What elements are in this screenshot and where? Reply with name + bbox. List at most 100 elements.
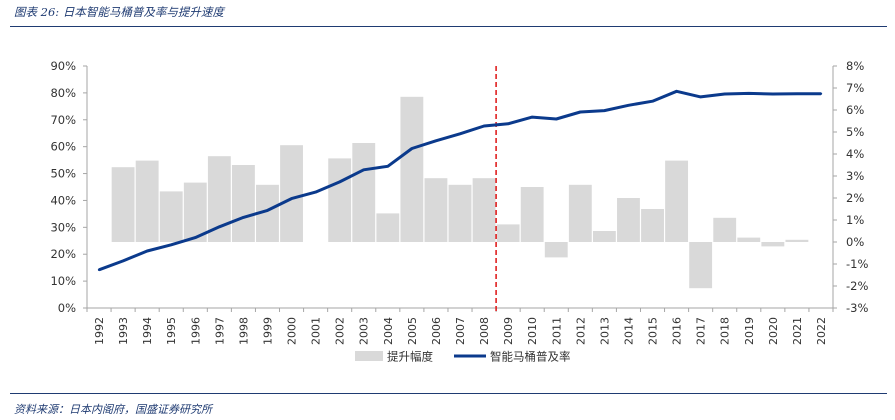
left-tick-label: 10% [50,274,76,288]
bar-2012 [568,184,592,242]
line-point-2002 [338,180,341,184]
source-rule [10,393,887,394]
left-tick-label: 70% [50,113,76,127]
x-tick-label-2010: 2010 [526,317,539,345]
right-tick-label: 1% [846,213,864,227]
line-point-1994 [145,249,149,253]
x-tick-label-2007: 2007 [454,317,467,345]
bar-1996 [183,182,207,242]
line-point-2010 [530,115,534,119]
x-tick-label-2013: 2013 [598,317,611,345]
bar-2002 [328,158,352,242]
legend-bar-swatch [355,351,383,361]
right-tick-label: 0% [846,235,864,249]
legend-bar-label: 提升幅度 [387,350,433,364]
x-tick-label-2004: 2004 [382,317,395,345]
left-tick-label: 90% [50,59,76,73]
line-point-2005 [410,147,414,150]
right-tick-label: 4% [846,147,864,161]
bar-2019 [737,237,761,242]
bar-2011 [544,242,568,258]
bar-2009 [496,224,520,242]
line-point-2021 [795,92,799,95]
left-tick-label: 30% [50,220,76,234]
x-tick-label-2019: 2019 [743,317,756,345]
bar-2013 [592,231,616,242]
left-tick-label: 60% [50,140,76,154]
line-point-1998 [242,216,245,219]
bar-1997 [207,156,231,242]
bar-2015 [641,209,664,242]
x-tick-label-2003: 2003 [358,317,371,345]
line-point-1999 [266,209,269,212]
x-tick-label-2000: 2000 [286,317,299,345]
bar-2005 [400,96,424,242]
line-point-2014 [627,104,630,107]
line-point-2004 [386,165,390,168]
bar-2014 [617,198,640,242]
line-point-2022 [819,92,823,95]
bar-2016 [665,160,689,242]
x-tick-label-2002: 2002 [334,317,347,345]
x-tick-label-1998: 1998 [237,317,250,345]
bar-2018 [713,217,737,242]
bar-2004 [376,213,400,242]
x-tick-label-1993: 1993 [117,317,130,345]
x-tick-label-2009: 2009 [502,317,515,345]
line-point-2008 [482,124,486,128]
left-tick-label: 50% [50,167,76,181]
line-point-2013 [603,109,606,112]
line-point-2016 [675,90,678,93]
right-tick-label: 3% [846,169,864,183]
bar-2010 [520,187,544,242]
title-rule [10,26,887,27]
right-tick-label: 6% [846,103,864,117]
left-tick-label: 20% [50,247,76,261]
x-tick-label-2021: 2021 [791,317,804,345]
tick-labels: 0% 10% 20% 30% 40% 50% 60% 70% 80% 90% -3% -2% -1% 0%… [50,59,868,345]
bar-2006 [424,178,448,242]
line-point-2007 [458,132,462,135]
source-note: 资料来源：日本内阁府，国盛证券研究所 [14,403,212,416]
x-tick-label-2001: 2001 [310,317,323,345]
line-point-2019 [747,92,750,95]
bar-1995 [159,191,183,242]
bar-2021 [785,239,809,242]
x-tick-label-1999: 1999 [261,317,274,345]
right-tick-label: 7% [846,81,864,95]
right-tick-label: -2% [846,279,868,293]
x-tick-label-2016: 2016 [671,317,684,345]
x-tick-label-2017: 2017 [695,317,708,345]
line-point-1993 [121,259,125,263]
bar-1999 [256,184,279,242]
x-tick-label-2014: 2014 [622,317,635,345]
left-tick-label: 0% [58,301,76,315]
line-point-1997 [218,225,221,228]
line-point-2017 [699,95,702,99]
bar-2020 [761,242,785,247]
bar-2007 [448,184,472,242]
x-tick-label-2022: 2022 [815,317,828,345]
line-point-2015 [651,100,654,103]
bar-2003 [352,143,376,242]
left-tick-label: 40% [50,193,76,207]
legend-line-label: 智能马桶普及率 [490,350,571,364]
x-tick-label-2005: 2005 [406,317,419,345]
line-point-2012 [579,110,582,114]
line-point-1996 [194,236,197,239]
bar-1994 [135,160,159,242]
x-tick-label-2015: 2015 [647,317,660,345]
x-tick-label-1992: 1992 [93,317,106,345]
line-point-1995 [170,243,173,247]
line-point-2001 [314,190,317,194]
right-tick-label: 2% [846,191,864,205]
legend: 提升幅度 智能马桶普及率 [355,350,571,364]
bar-series [111,96,809,289]
line-point-2006 [434,139,438,142]
right-tick-label: -1% [846,257,868,271]
x-tick-label-2011: 2011 [550,317,563,345]
x-tick-label-1995: 1995 [165,317,178,345]
x-tick-label-2006: 2006 [430,317,443,345]
line-point-2020 [771,92,775,96]
